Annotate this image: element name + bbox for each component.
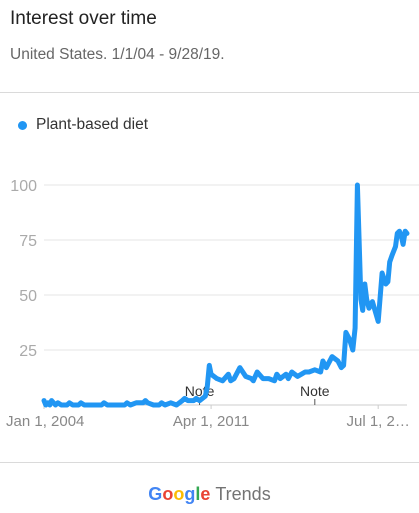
chart-subtitle: United States. 1/1/04 - 9/28/19. [10,46,225,63]
x-tick-label: Apr 1, 2011 [173,413,249,430]
google-wordmark: Google [148,484,210,504]
trends-label: Trends [215,484,271,504]
y-tick-label: 75 [19,233,37,250]
google-letter: o [162,484,174,504]
legend[interactable]: Plant-based diet [18,116,148,134]
y-tick-label: 25 [19,343,37,360]
line-chart[interactable]: 25 50 75 100 Jan 1, 2004 Apr 1, 2011 Jul 1, 2…… [0,160,419,435]
google-trends-logo[interactable]: Google Trends [0,484,419,505]
chart-title: Interest over time [10,8,157,29]
note-label: Note [185,383,215,399]
x-tick-label: Jan 1, 2004 [6,413,84,430]
y-tick-label: 100 [10,178,37,195]
header-divider [0,92,419,93]
note-label: Note [300,383,330,399]
google-letter: o [173,484,185,504]
google-letter: G [148,484,163,504]
y-tick-label: 50 [19,288,37,305]
google-letter: e [200,484,211,504]
footer-divider [0,462,419,463]
google-letter: l [195,484,201,504]
x-tick-label: Jul 1, 2… [347,413,410,430]
legend-marker [18,120,27,130]
google-letter: g [184,484,196,504]
series-line-plant-based-diet [41,182,410,408]
legend-label: Plant-based diet [36,116,149,133]
